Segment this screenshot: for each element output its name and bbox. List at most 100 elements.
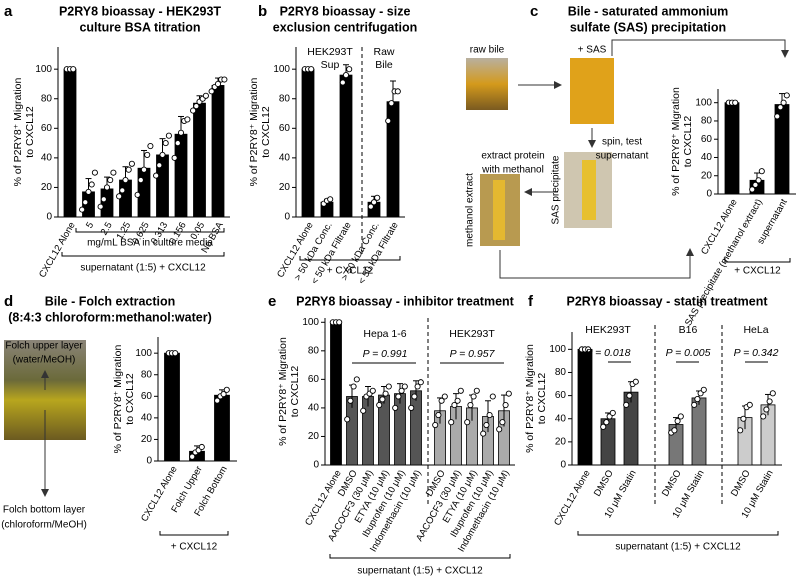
data-point [208,88,215,95]
group-label: Hepa 1-6 [363,328,406,340]
group-label: B16 [679,324,698,336]
data-point [774,113,781,120]
data-point [202,92,209,99]
y-axis-label: to CXCL12 [289,366,301,418]
y-tick-label: 40 [41,153,53,164]
y-axis-label: to CXCL12 [682,116,694,168]
data-point [100,196,107,203]
photo [466,58,508,110]
data-point [505,390,512,397]
data-point [70,66,77,73]
data-point [464,419,471,426]
x-tick-label: 5 [84,220,96,230]
x-tick-label: CXCL12 Alone [139,464,180,523]
y-tick-label: 60 [279,123,291,134]
bracket [75,228,225,233]
data-point [177,129,185,136]
y-tick-label: 20 [141,434,153,445]
data-point [128,160,135,167]
bracket-label: + CXCL12 [171,542,218,553]
group-label: Sup [321,59,340,71]
data-point [184,116,191,123]
data-point [221,76,228,83]
data-point [344,416,351,423]
data-point [480,430,487,437]
bar [577,348,593,466]
panel-letter: e [268,293,276,310]
data-point [162,140,169,147]
data-point [766,398,773,405]
data-point [432,421,439,429]
group-label: HEK293T [307,46,353,58]
data-point [198,443,205,451]
chart-title: culture BSA titration [79,20,200,34]
y-axis-label: to CXCL12 [124,373,136,425]
data-point [376,402,383,409]
data-point [394,88,401,95]
data-point [353,376,360,383]
y-axis-label: % of P2RY8⁺ Migration [277,337,289,446]
group-label: HEK293T [449,328,495,340]
data-point [600,423,607,430]
bracket-label: supernatant (1:5) + CXCL12 [357,566,483,577]
data-point [350,383,357,390]
bar [691,397,707,466]
data-point [336,319,343,326]
y-axis-label: % of P2RY8⁺ Migration [248,78,260,187]
data-point [193,103,200,110]
annotation: raw bile [470,45,505,56]
y-axis-label: % of P2RY8⁺ Migration [12,78,24,187]
x-tick-label: DMSO [660,468,684,498]
data-point [470,393,477,400]
data-point [156,162,163,169]
data-point [223,386,230,393]
group-label: HeLa [743,324,768,336]
data-point [308,66,315,73]
panel-letter: a [4,3,13,20]
bar [164,352,180,462]
bar [339,74,353,218]
data-point [392,404,399,411]
data-point [609,409,616,417]
data-point [327,196,334,203]
bracket-label: + CXCL12 [734,266,781,277]
data-point [502,402,509,409]
data-point [342,72,350,79]
x-tick-label: DMSO [592,468,616,498]
bracket-label: mg/mL BSA in culture media [87,238,213,249]
chart-title: (8:4:3 chloroform:methanol:water) [8,310,212,324]
data-point [417,379,424,386]
data-point [382,390,389,397]
data-point [448,419,455,426]
bracket-label: supernatant (1:5) + CXCL12 [80,263,206,274]
data-point [758,168,765,175]
chart-title: P2RY8 bioassay - HEK293T [59,4,221,18]
data-point [737,427,744,434]
data-point [674,418,681,425]
bracket-label: + CXCL12 [327,266,374,277]
data-point [732,99,739,106]
data-point [360,407,367,414]
data-point [411,393,418,400]
chart-title: P2RY8 bioassay - statin treatment [567,294,769,308]
data-point [125,166,132,173]
p-value: P = 0.342 [734,347,779,359]
y-tick-label: 80 [555,367,567,378]
data-point [408,404,415,411]
data-point [171,154,178,161]
data-point [220,391,227,398]
y-tick-label: 80 [141,369,153,380]
data-point [379,396,386,403]
data-point [457,387,464,394]
chart-title: P2RY8 bioassay - size [280,4,411,18]
bar [301,68,315,218]
annotation: spin, test [602,137,642,148]
chart-title: Bile - saturated ammonium [568,4,728,18]
bracket [577,531,779,536]
data-point [467,402,474,409]
y-tick-label: 0 [560,460,566,471]
y-axis-label: % of P2RY8⁺ Migration [112,345,124,454]
p-value: P = 0.991 [363,348,408,360]
y-tick-label: 40 [701,152,713,163]
